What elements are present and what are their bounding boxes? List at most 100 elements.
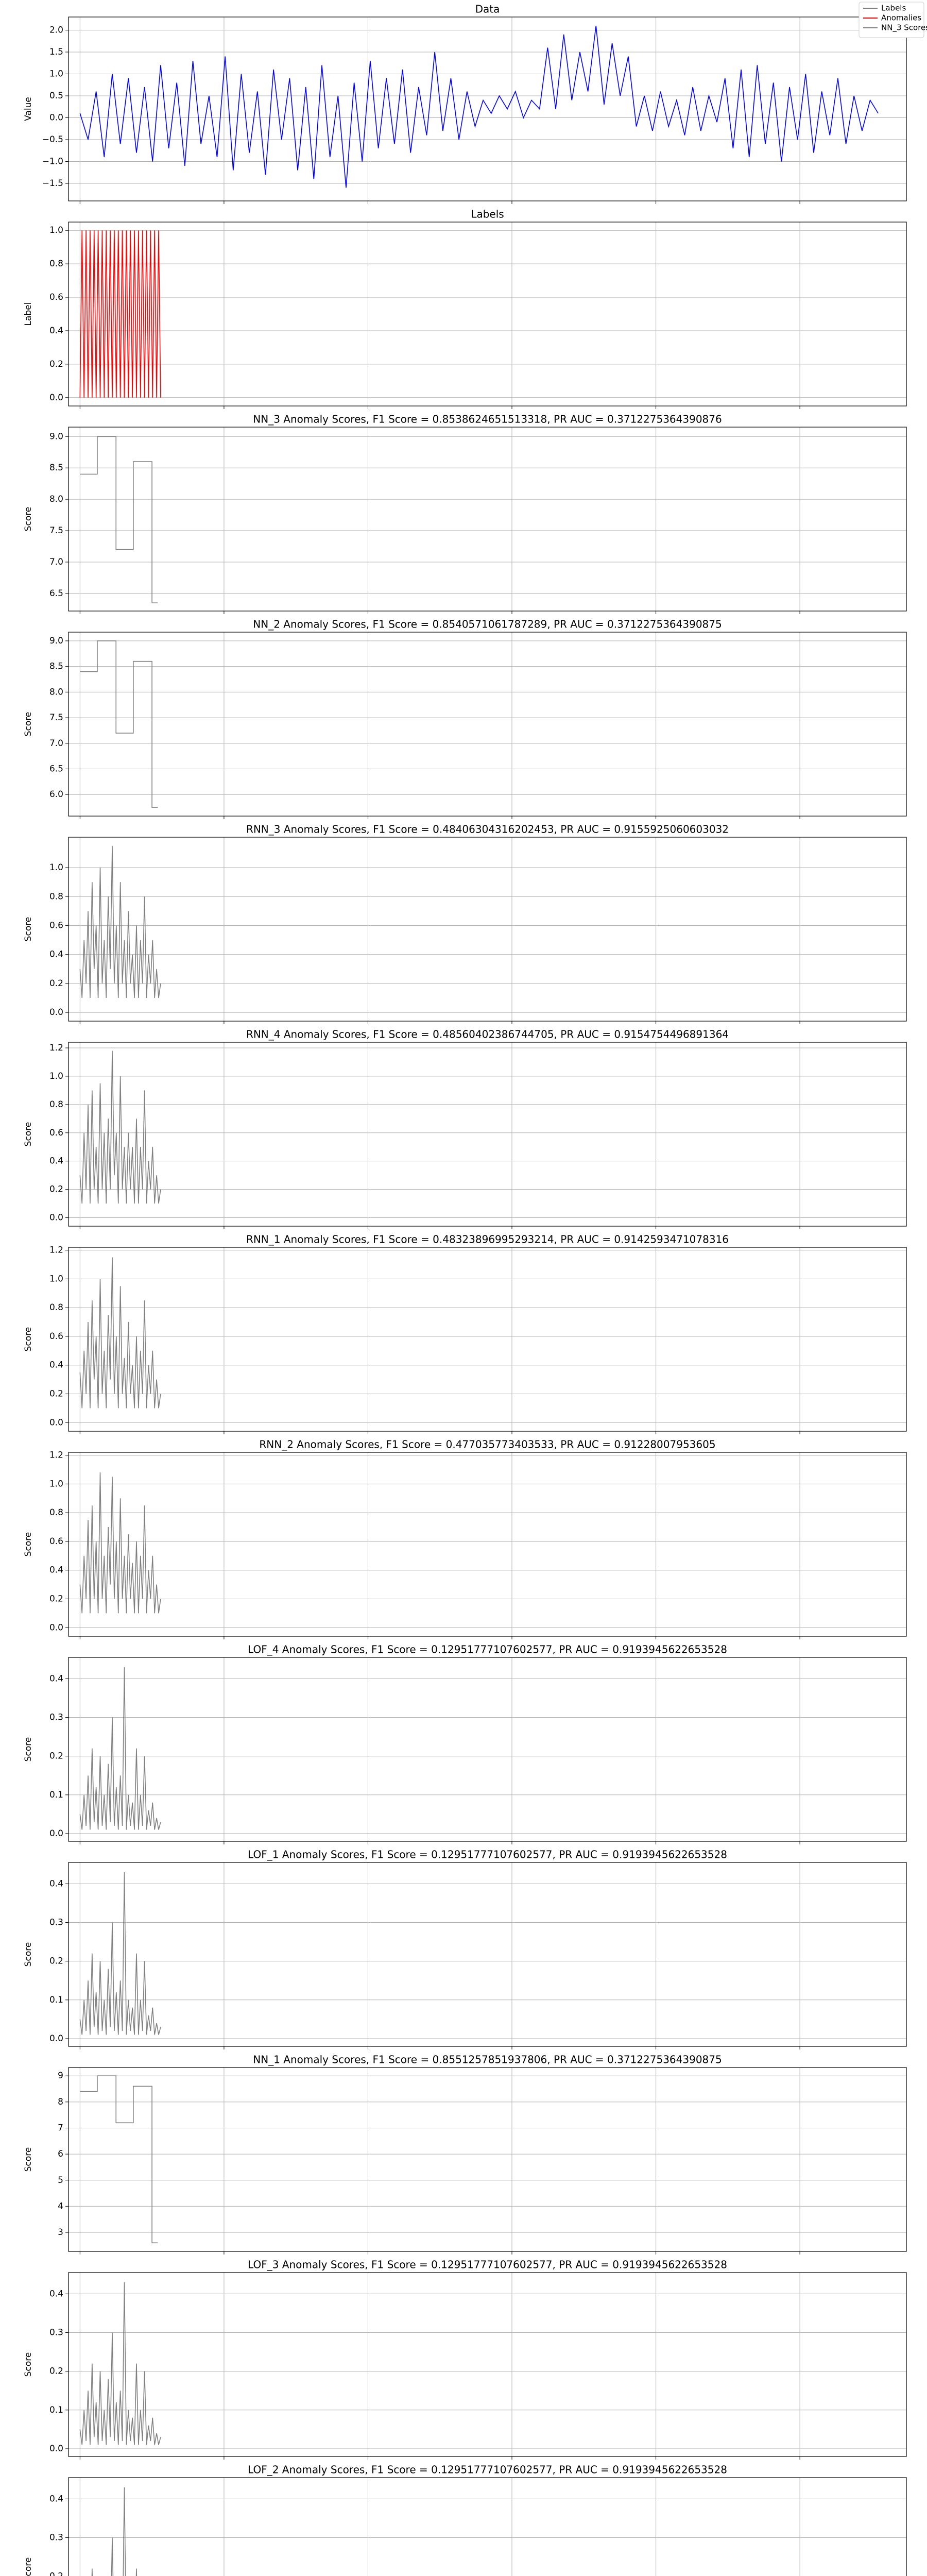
y-tick-label: 1.5 [49,47,63,57]
y-axis-label: Score [23,2557,33,2576]
plot-frame [68,2477,907,2576]
y-tick-label: 0.6 [49,292,63,302]
chart-title: LOF_3 Anomaly Scores, F1 Score = 0.12951… [248,2259,727,2271]
y-tick-label: 0.0 [49,1417,63,1428]
plot-frame [68,1862,907,2047]
y-tick-label: 0.5 [49,91,63,101]
y-axis-label: Score [23,2147,33,2172]
y-tick-label: 1.2 [49,1043,63,1053]
y-tick-label: 9.0 [49,431,63,442]
y-tick-label: 0.0 [49,393,63,403]
y-tick-label: 0.8 [49,259,63,269]
y-tick-label: 0.4 [49,1360,63,1370]
y-tick-label: −0.5 [42,134,63,145]
y-tick-label: 0.0 [49,2444,63,2454]
y-tick-label: 0.8 [49,1302,63,1313]
y-tick-label: −1.0 [42,157,63,167]
subplot: 0.0 0.2 0.4 0.6 0.8 1.0 1.2 RNN_4 Anomaly Score… [23,1028,907,1229]
y-tick-label: 1.2 [49,1450,63,1461]
y-tick-label: 0.2 [49,1388,63,1399]
subplot: −1.5 −1.0 −0.5 0.0 0.5 1.0 1.5 2.0 Data Value [23,3,907,204]
y-tick-label: 6.5 [49,764,63,774]
series-line [80,2075,158,2244]
y-tick-label: 0.4 [49,1565,63,1575]
y-tick-label: 2.0 [49,25,63,36]
plot-frame [68,16,907,201]
legend-label: NN_3 Scores [881,23,927,33]
subplot: 0.0 0.1 0.2 0.3 0.4 LOF_3 Anomaly Scores, F1 … [23,2259,907,2460]
y-tick-label: 0.2 [49,1184,63,1195]
y-tick-label: 0.0 [49,1622,63,1633]
y-tick-label: 1.0 [49,1274,63,1284]
y-tick-label: 0.8 [49,1099,63,1110]
y-tick-label: 0.0 [49,1213,63,1223]
y-axis-label: Score [23,1737,33,1762]
subplot: 0.0 0.2 0.4 0.6 0.8 1.0 RNN_3 Anomaly Scores, … [23,823,907,1024]
series-line [79,1472,161,1614]
y-tick-label: 0.1 [49,2405,63,2415]
chart-title: LOF_2 Anomaly Scores, F1 Score = 0.12951… [248,2464,727,2476]
series-line [79,1667,161,1830]
legend-label: Labels [881,4,906,13]
y-tick-label: 0.2 [49,1956,63,1967]
plot-frame [68,632,907,817]
series-line [80,640,158,808]
y-axis-label: Score [23,507,33,532]
y-tick-label: 9.0 [49,636,63,646]
y-tick-label: 0.4 [49,1156,63,1166]
y-axis-label: Score [23,1942,33,1967]
y-tick-label: 3 [58,2227,63,2238]
chart-title: Data [475,3,500,15]
plot-frame [68,1247,907,1432]
series-line [79,230,161,398]
y-tick-label: 0.0 [49,1007,63,1018]
y-tick-label: 0.4 [49,1878,63,1889]
subplot: 050010001500200025000.00.10.20.30.4LOF_2… [23,2464,907,2576]
series-line [79,2282,161,2445]
y-tick-label: −1.5 [42,178,63,189]
y-tick-label: 0.0 [49,1828,63,1839]
y-tick-label: 7 [58,2123,63,2133]
y-tick-label: 8 [58,2097,63,2107]
y-tick-label: 0.4 [49,326,63,336]
series-line [79,25,879,188]
y-tick-label: 0.2 [49,2366,63,2377]
series-line [80,436,158,603]
y-tick-label: 1.2 [49,1245,63,1256]
y-tick-label: 7.5 [49,713,63,723]
y-tick-label: 0.8 [49,891,63,902]
y-tick-label: 8.0 [49,494,63,504]
y-tick-label: 0.0 [49,2033,63,2044]
y-tick-label: 0.3 [49,1917,63,1927]
y-axis-label: Score [23,917,33,942]
y-tick-label: 1.0 [49,1479,63,1489]
y-tick-label: 0.2 [49,359,63,369]
y-tick-label: 0.3 [49,2327,63,2337]
y-tick-label: 0.6 [49,1536,63,1547]
y-tick-label: 0.4 [49,2494,63,2504]
subplot: 6.0 6.5 7.0 7.5 8.0 8.5 9.0 NN_2 Anomaly Scores… [23,618,907,819]
y-tick-label: 1.0 [49,1071,63,1081]
chart-title: NN_2 Anomaly Scores, F1 Score = 0.854057… [253,618,722,631]
series-line [91,2487,138,2576]
y-tick-label: 0.4 [49,950,63,960]
subplot: 0.0 0.1 0.2 0.3 0.4 LOF_4 Anomaly Scores, F1 … [23,1643,907,1844]
y-tick-label: 0.2 [49,1594,63,1604]
chart-title: RNN_4 Anomaly Scores, F1 Score = 0.48560… [246,1028,729,1041]
y-tick-label: 0.0 [49,113,63,123]
y-tick-label: 0.4 [49,2289,63,2299]
chart-title: LOF_1 Anomaly Scores, F1 Score = 0.12951… [248,1849,727,1861]
y-tick-label: 6.5 [49,588,63,599]
y-tick-label: 1.0 [49,225,63,235]
y-tick-label: 8.5 [49,662,63,672]
y-tick-label: 8.5 [49,463,63,473]
y-tick-label: 9 [58,2071,63,2081]
y-tick-label: 4 [58,2201,63,2211]
y-axis-label: Score [23,1122,33,1147]
legend-label: Anomalies [881,13,921,23]
y-tick-label: 0.4 [49,1673,63,1684]
series-line [79,1050,161,1204]
y-tick-label: 5 [58,2175,63,2185]
